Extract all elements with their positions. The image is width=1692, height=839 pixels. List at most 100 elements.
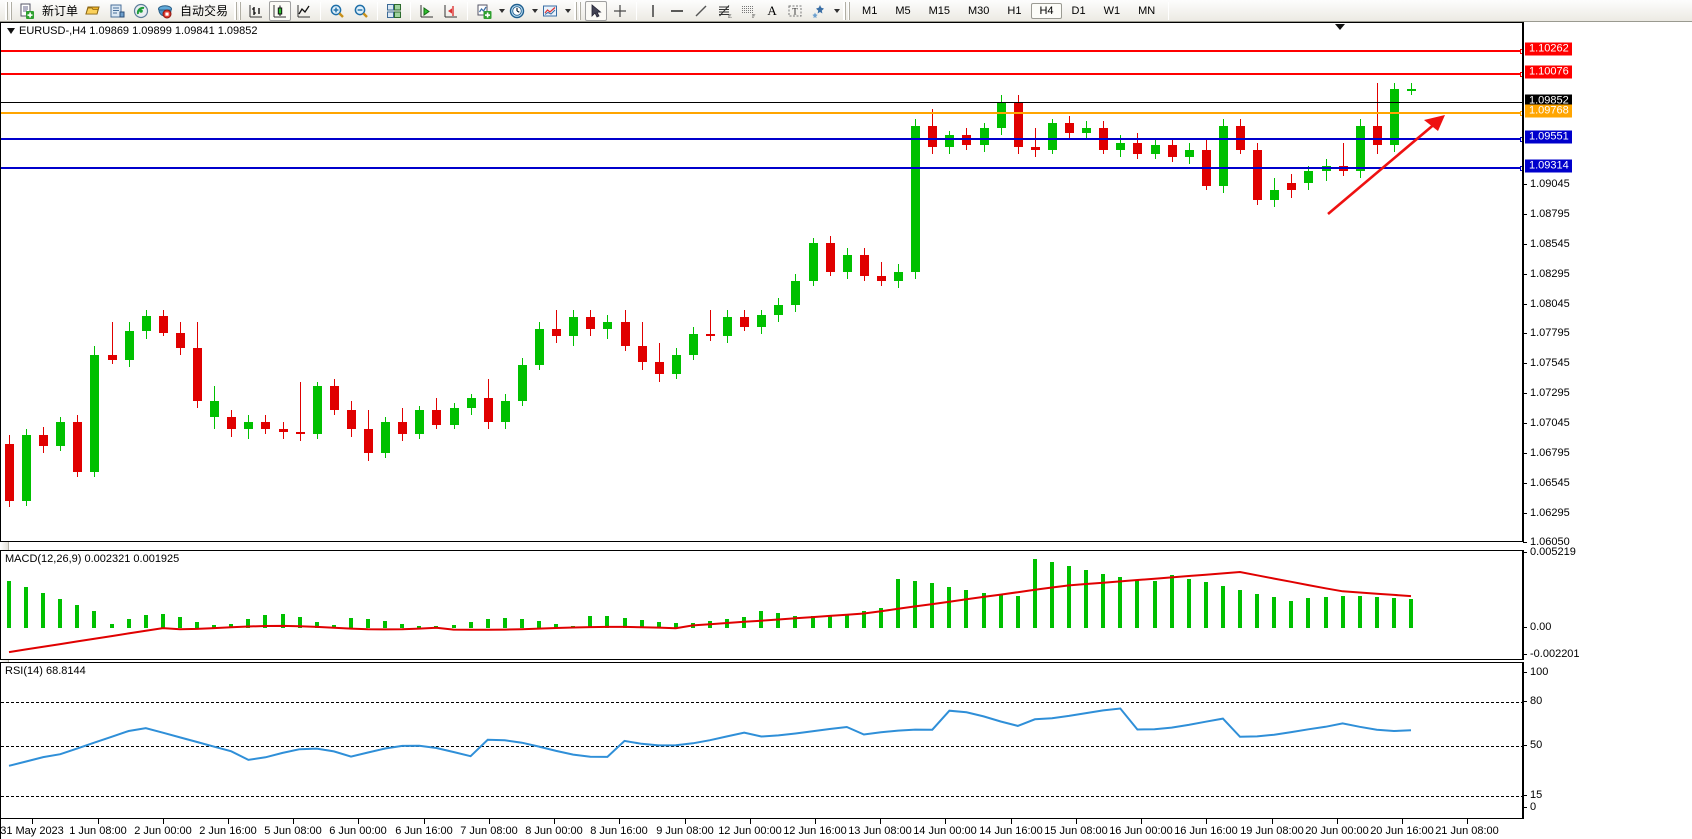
date-tick-label: 14 Jun 00:00 — [913, 825, 977, 837]
macd-histogram-bar — [75, 604, 79, 629]
templates-icon[interactable] — [539, 1, 561, 21]
toolbar-grip-4[interactable] — [843, 1, 851, 20]
timeframe-m1[interactable]: M1 — [862, 4, 878, 17]
price-line-1.09314[interactable] — [1, 166, 1522, 171]
zoom-in-icon[interactable] — [326, 1, 348, 21]
toolbar-separator-5 — [636, 1, 638, 20]
price-tag-1.10076[interactable]: 1.10076 — [1525, 65, 1572, 79]
macd-signal-line — [8, 570, 1412, 654]
chart-collapse-icon[interactable] — [5, 26, 17, 36]
timeframe-h1[interactable]: H1 — [1007, 4, 1022, 17]
objects-icon[interactable] — [808, 1, 830, 21]
candle-body — [791, 281, 800, 306]
timeframe-h4[interactable]: H4 — [1031, 2, 1062, 19]
date-tick-label: 20 Jun 00:00 — [1305, 825, 1369, 837]
price-tag-1.09768[interactable]: 1.09768 — [1525, 104, 1572, 118]
indicators-dropdown-caret[interactable] — [499, 8, 506, 13]
timeframe-m15[interactable]: M15 — [928, 4, 950, 17]
toolbar-grip[interactable] — [5, 1, 12, 20]
macd-histogram-bar — [1392, 597, 1396, 629]
period-icon[interactable] — [506, 1, 528, 21]
price-line-1.10262[interactable] — [1, 49, 1522, 54]
timeframe-m30[interactable]: M30 — [968, 4, 990, 17]
macd-histogram-bar — [41, 592, 45, 629]
candle-body — [1219, 125, 1228, 186]
price-pane[interactable]: EURUSD-,H4 1.09869 1.09899 1.09841 1.098… — [0, 22, 1523, 542]
new-order-icon[interactable] — [16, 1, 38, 21]
vline-icon[interactable] — [642, 1, 664, 21]
text-label-icon[interactable]: T — [784, 1, 806, 21]
price-line-handle[interactable] — [1520, 137, 1522, 142]
signal-icon[interactable] — [130, 1, 152, 21]
toolbar-separator-1 — [320, 1, 322, 20]
date-tick — [358, 819, 359, 824]
tile-windows-icon[interactable] — [383, 1, 405, 21]
macd-histogram-bar — [1067, 565, 1071, 629]
macd-histogram-bar — [315, 622, 319, 629]
macd-histogram-bar — [554, 624, 558, 629]
macd-histogram-bar — [366, 618, 370, 629]
auto-trading-label[interactable]: 自动交易 — [180, 4, 229, 18]
macd-histogram-bar — [623, 618, 627, 629]
cursor-icon[interactable] — [585, 0, 608, 21]
indicators-icon[interactable] — [473, 1, 495, 21]
date-tick — [163, 819, 164, 824]
timeframe-m5[interactable]: M5 — [895, 4, 911, 17]
price-line-handle[interactable] — [1520, 111, 1522, 116]
templates-dropdown-caret[interactable] — [565, 8, 572, 13]
toolbar-grip-3[interactable] — [574, 1, 582, 20]
candle-body — [740, 317, 749, 327]
price-line-1.10076[interactable] — [1, 72, 1522, 77]
axis-tick — [1523, 512, 1527, 514]
price-tag-1.09551[interactable]: 1.09551 — [1525, 130, 1572, 144]
macd-pane[interactable]: MACD(12,26,9) 0.002321 0.001925 — [0, 550, 1523, 660]
price-line-1.09551[interactable] — [1, 137, 1522, 142]
price-line-handle[interactable] — [1520, 49, 1522, 54]
line-chart-icon[interactable] — [293, 1, 315, 21]
candle-body — [176, 332, 185, 349]
text-icon[interactable]: A — [767, 2, 777, 18]
candlestick-icon[interactable] — [269, 0, 292, 21]
up-trend-arrow[interactable] — [1, 23, 1523, 542]
zoom-out-icon[interactable] — [350, 1, 372, 21]
macd-histogram-bar — [793, 615, 797, 629]
trendline-icon[interactable] — [690, 1, 712, 21]
date-axis[interactable]: 31 May 2023 1 Jun 08:00 2 Jun 00:00 2 Jun 1… — [0, 819, 1523, 839]
price-tag-1.09852[interactable]: 1.09852 — [1525, 94, 1572, 108]
price-line-handle[interactable] — [1520, 72, 1522, 77]
rsi-axis-line — [1523, 662, 1524, 819]
axis-tick — [1523, 672, 1527, 673]
chart-profiles-icon[interactable] — [106, 1, 128, 21]
crosshair-icon[interactable] — [609, 1, 631, 21]
expert-advisor-icon[interactable] — [154, 1, 176, 21]
axis-tick — [1523, 213, 1527, 215]
fibonacci-icon[interactable]: E — [714, 1, 736, 21]
shift-start-icon[interactable] — [440, 1, 462, 21]
toolbar-grip-2[interactable] — [234, 1, 242, 20]
timeframe-mn[interactable]: MN — [1138, 4, 1156, 17]
price-line-handle[interactable] — [1520, 166, 1522, 171]
period-dropdown-caret[interactable] — [532, 8, 539, 13]
new-order-label[interactable]: 新订单 — [42, 4, 79, 18]
date-tick — [619, 819, 620, 824]
candle-body — [193, 348, 202, 401]
shift-end-icon[interactable] — [416, 1, 438, 21]
price-axis[interactable]: 1.09045 1.08795 1.08545 1.08295 1.08045 1.077… — [1523, 22, 1692, 548]
price-line-1.09768[interactable] — [1, 111, 1522, 116]
macd-histogram-bar — [246, 619, 250, 629]
axis-tick — [1523, 542, 1527, 543]
equidistant-channel-icon[interactable]: F — [738, 1, 760, 21]
objects-dropdown-caret[interactable] — [834, 8, 841, 13]
timeframe-w1[interactable]: W1 — [1103, 4, 1121, 17]
hline-icon[interactable] — [666, 1, 688, 21]
bar-chart-icon[interactable] — [245, 1, 267, 21]
axis-tick — [1523, 627, 1527, 629]
candle-body — [227, 417, 236, 430]
candle-wick — [556, 309, 557, 344]
folder-icon[interactable] — [82, 1, 104, 21]
price-tag-1.10262[interactable]: 1.10262 — [1525, 42, 1572, 56]
rsi-pane[interactable]: RSI(14) 68.8144 — [0, 662, 1523, 819]
timeframe-d1[interactable]: D1 — [1071, 4, 1086, 17]
macd-histogram-bar — [1118, 577, 1122, 629]
price-tag-1.09314[interactable]: 1.09314 — [1525, 159, 1572, 173]
